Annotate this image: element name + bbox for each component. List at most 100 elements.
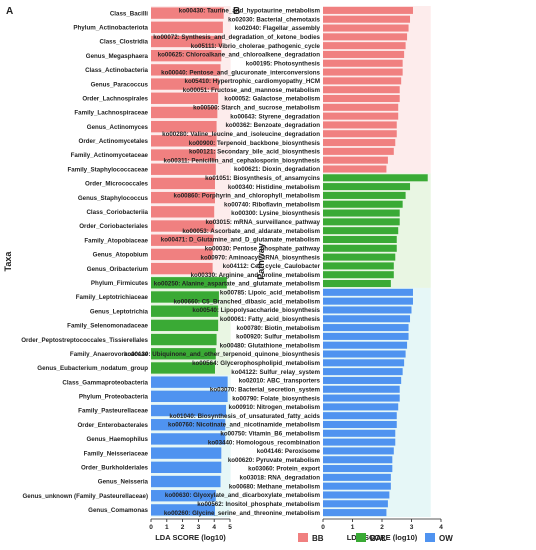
panel-a-x-tick-label: 1: [165, 524, 169, 531]
panel-a-bar: [151, 319, 219, 332]
panel-a: Class_Bacilli Phylum_Actinobacteriota Clas…: [3, 6, 232, 542]
panel-b-bar: [323, 42, 406, 50]
panel-a-bar: [151, 475, 221, 488]
panel-a-category-label: Genus_Haemophilus: [86, 436, 148, 443]
panel-a-bar: [151, 404, 227, 417]
panel-b-bar: [323, 491, 390, 499]
panel-b-category-label: ko03440: Homologous_recombination: [208, 439, 320, 446]
panel-b-bar: [323, 288, 413, 296]
panel-b-bar: [323, 103, 399, 111]
panel-b-category-label: ko02010: ABC_transporters: [239, 378, 321, 385]
panel-b-category-label: ko00480: Glutathione_metabolism: [220, 342, 321, 349]
panel-a-x-tick-label: 5: [228, 524, 232, 531]
panel-b-category-label: ko00540: Lipopolysaccharide_biosynthesis: [192, 307, 320, 314]
panel-a-category-label: Genus_Paracoccus: [91, 81, 149, 88]
panel-a-x-tick-label: 3: [197, 524, 201, 531]
panel-b-category-label: ko00620: Pyruvate_metabolism: [228, 457, 321, 464]
panel-b-category-label: ko00340: Histidine_metabolism: [228, 184, 321, 191]
panel-a-category-label: Class_Actinobacteria: [85, 67, 148, 74]
panel-a-bar: [151, 362, 215, 374]
panel-b-bar: [323, 209, 400, 217]
panel-b-bar: [323, 6, 413, 14]
panel-b-bar: [323, 59, 403, 67]
panel-a-bar: [151, 50, 222, 62]
panel-a-category-label: Order_Enterobacterales: [77, 422, 148, 429]
panel-a-category-label: Phylum_Actinobacteriota: [73, 24, 148, 31]
panel-a-bar: [151, 376, 228, 388]
panel-a-category-label: Family_Leptotrichiaceae: [76, 294, 149, 301]
panel-a-bar: [151, 234, 214, 246]
panel-a-category-label: Order_Micrococcales: [85, 181, 148, 188]
panel-a-category-label: Family_Pasteurellaceae: [78, 408, 148, 415]
panel-a-category-label: Class_Bacilli: [110, 10, 148, 17]
panel-b-category-label: ko00362: Benzoate_degradation: [225, 122, 320, 129]
panel-b-category-label: ko05410: Hypertrophic_cardiomyopathy_HCM: [185, 78, 320, 85]
panel-b-x-axis-title: LDA SCORE (log10): [347, 533, 418, 542]
panel-b-category-label: ko00471: D_Glutamine_and_D_glutamate_met…: [161, 237, 321, 244]
panel-a-category-label: Genus_Eubacterium_nodatum_group: [37, 365, 148, 372]
panel-a-bar: [151, 35, 223, 48]
panel-b-category-label: ko00625: Chloroalkane_and_chloroalkene_d…: [158, 52, 321, 59]
panel-a-category-label: Order_Burkholderiales: [81, 465, 149, 472]
panel-a-bar: [151, 461, 222, 473]
panel-b-bar: [323, 465, 393, 473]
panel-a-bar: [151, 490, 216, 502]
panel-b-category-label: ko00970: Aminoacyl_tRNA_biosynthesis: [201, 254, 321, 261]
panel-a-category-label: Family_Anaerovoracaceae: [70, 351, 149, 358]
panel-a-category-label: Phylum_Proteobacteria: [79, 394, 149, 401]
legend-label-bal: BAL: [370, 534, 387, 543]
panel-b-category-label: ko00780: Biotin_metabolism: [236, 325, 320, 332]
panel-b-category-label: ko00430: Taurine_and_hypotaurine_metabol…: [179, 8, 321, 15]
panel-b-category-label: ko00860: Porphyrin_and_chlorophyll_metab…: [174, 193, 321, 200]
panel-b-bar: [323, 297, 413, 305]
panel-b-category-label: ko00564: Glycerophospholipid_metabolism: [192, 360, 320, 367]
panel-b-category-label: ko00562: Inositol_phosphate_metabolism: [197, 501, 320, 508]
panel-b-bar: [323, 368, 403, 376]
panel-b-bar: [323, 86, 400, 94]
panel-b-bar: [323, 500, 388, 508]
panel-a-bar: [151, 64, 221, 76]
panel-b-bar: [323, 200, 403, 208]
panel-b-bar: [323, 130, 397, 138]
panel-b-x-tick-label: 3: [410, 524, 414, 531]
panel-a-y-axis-title: Taxa: [3, 251, 13, 272]
panel-a-bar: [151, 262, 213, 275]
panel-b-bar: [323, 121, 397, 129]
panel-a-x-tick-label: 4: [212, 524, 216, 531]
panel-a-category-label: Family_Atopobiaceae: [84, 237, 148, 244]
panel-a-bar: [151, 419, 226, 431]
panel-b-bar: [323, 385, 400, 393]
panel-b-bar: [323, 412, 397, 420]
panel-a-bar: [151, 177, 215, 190]
panel-b-bar: [323, 394, 400, 402]
panel-b-category-label: ko00072: Synthesis_and_degradation_of_ke…: [153, 34, 320, 41]
panel-a-category-label: Genus_Comamonas: [88, 507, 148, 514]
panel-a-bar: [151, 135, 217, 147]
panel-b-bar: [323, 280, 391, 288]
panel-b-bar: [323, 456, 393, 464]
panel-a-category-label: Family_Neisseriaceae: [84, 450, 149, 457]
panel-b-category-label: ko04146: Peroxisome: [257, 448, 321, 455]
panel-b-bar: [323, 420, 397, 429]
panel-b-bar: [323, 324, 409, 332]
panel-b-category-label: ko00300: Lysine_biosynthesis: [231, 210, 320, 217]
panel-a-category-label: Class_Gammaproteobacteria: [62, 379, 148, 386]
panel-b-category-label: ko03070: Bacterial_secretion_system: [210, 386, 321, 393]
panel-a-category-label: Order_Coriobacteriales: [79, 223, 148, 230]
panel-b-category-label: ko00920: Sulfur_metabolism: [236, 334, 320, 341]
panel-a-category-label: Phylum_Firmicutes: [91, 280, 149, 287]
panel-b-bar: [323, 376, 402, 384]
panel-b-category-label: ko03018: RNA_degradation: [240, 475, 321, 482]
panel-a-bar: [151, 92, 219, 104]
panel-a-category-label: Genus_Atopobium: [93, 252, 149, 259]
panel-b-category-label: ko05111: Vibrio_cholerae_pathogenic_cycl…: [191, 43, 321, 50]
panel-b-x-tick-label: 0: [321, 524, 325, 531]
panel-b-category-label: ko00121: Secondary_bile_acid_biosynthesi…: [189, 149, 321, 156]
panel-b-bar: [323, 112, 399, 120]
panel-b-bar: [323, 165, 387, 173]
panel-b-category-label: ko00500: Starch_and_sucrose_metabolism: [193, 105, 320, 112]
panel-b-bar: [323, 183, 411, 191]
panel-b-bar: [323, 174, 428, 182]
panel-b-category-label: ko00311: Penicillin_and_cephalosporin_bi…: [164, 157, 321, 164]
panel-b-category-label: ko00740: Riboflavin_metabolism: [224, 201, 320, 208]
